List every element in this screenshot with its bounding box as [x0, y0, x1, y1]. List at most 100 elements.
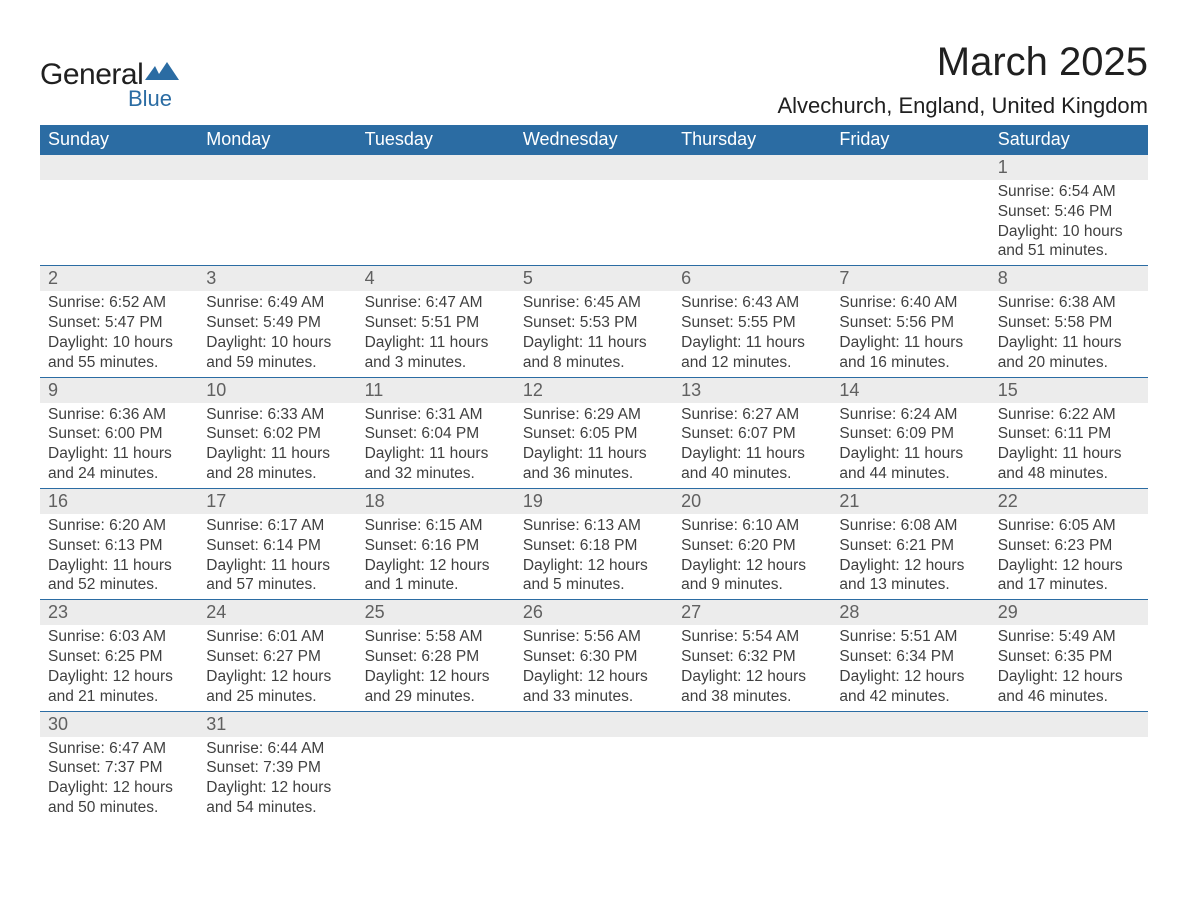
daylight-line: Daylight: 11 hours and 8 minutes.	[523, 333, 665, 373]
day-number-cell: 22	[990, 488, 1148, 514]
day-number-cell: 29	[990, 600, 1148, 626]
details-row: Sunrise: 6:20 AMSunset: 6:13 PM Daylight:…	[40, 514, 1148, 600]
sunrise-line: Sunrise: 5:51 AM	[839, 627, 981, 647]
sunset-line: Sunset: 5:56 PM	[839, 313, 981, 333]
month-title: March 2025	[777, 40, 1148, 85]
sunset-line: Sunset: 5:49 PM	[206, 313, 348, 333]
sunrise-line: Sunrise: 6:22 AM	[998, 405, 1140, 425]
location: Alvechurch, England, United Kingdom	[777, 93, 1148, 119]
sunrise-line: Sunrise: 6:38 AM	[998, 293, 1140, 313]
day-number-cell: 16	[40, 488, 198, 514]
calendar-table: SundayMondayTuesdayWednesdayThursdayFrid…	[40, 125, 1148, 822]
day-number-cell: 1	[990, 155, 1148, 181]
daylight-line: Daylight: 12 hours and 5 minutes.	[523, 556, 665, 596]
day-details-cell: Sunrise: 6:22 AMSunset: 6:11 PMDaylight:…	[990, 403, 1148, 489]
sunrise-line: Sunrise: 6:29 AM	[523, 405, 665, 425]
day-number-cell: 19	[515, 488, 673, 514]
sunset-line: Sunset: 5:46 PM	[998, 202, 1140, 222]
day-number-cell	[198, 155, 356, 181]
sunset-line: Sunset: 6:32 PM	[681, 647, 823, 667]
sunrise-line: Sunrise: 5:54 AM	[681, 627, 823, 647]
sunrise-line: Sunrise: 5:56 AM	[523, 627, 665, 647]
day-header: Thursday	[673, 125, 831, 155]
daylight-line: Daylight: 11 hours and 36 minutes.	[523, 444, 665, 484]
daylight-line: Daylight: 12 hours and 54 minutes.	[206, 778, 348, 818]
daylight-line: Daylight: 12 hours and 25 minutes.	[206, 667, 348, 707]
daylight-line: Daylight: 12 hours and 46 minutes.	[998, 667, 1140, 707]
header: General Blue March 2025 Alvechurch, Engl…	[40, 40, 1148, 119]
day-header: Saturday	[990, 125, 1148, 155]
sunset-line: Sunset: 6:18 PM	[523, 536, 665, 556]
sunset-line: Sunset: 5:58 PM	[998, 313, 1140, 333]
sunset-line: Sunset: 6:25 PM	[48, 647, 190, 667]
day-number-cell	[673, 711, 831, 737]
day-details-cell	[40, 180, 198, 266]
sunrise-line: Sunrise: 6:52 AM	[48, 293, 190, 313]
day-number-cell: 18	[357, 488, 515, 514]
sunrise-line: Sunrise: 6:20 AM	[48, 516, 190, 536]
day-details-cell: Sunrise: 6:33 AMSunset: 6:02 PMDaylight:…	[198, 403, 356, 489]
sunset-line: Sunset: 6:14 PM	[206, 536, 348, 556]
sunset-line: Sunset: 6:30 PM	[523, 647, 665, 667]
day-number-cell: 25	[357, 600, 515, 626]
daylight-line: Daylight: 12 hours and 38 minutes.	[681, 667, 823, 707]
day-header-row: SundayMondayTuesdayWednesdayThursdayFrid…	[40, 125, 1148, 155]
day-details-cell: Sunrise: 5:51 AMSunset: 6:34 PMDaylight:…	[831, 625, 989, 711]
day-header: Wednesday	[515, 125, 673, 155]
day-number-cell	[831, 711, 989, 737]
day-number-cell	[40, 155, 198, 181]
day-number-cell: 30	[40, 711, 198, 737]
day-number-cell: 9	[40, 377, 198, 403]
day-details-cell: Sunrise: 6:43 AMSunset: 5:55 PMDaylight:…	[673, 291, 831, 377]
sunset-line: Sunset: 5:47 PM	[48, 313, 190, 333]
title-block: March 2025 Alvechurch, England, United K…	[777, 40, 1148, 119]
sunset-line: Sunset: 6:13 PM	[48, 536, 190, 556]
daylight-line: Daylight: 12 hours and 13 minutes.	[839, 556, 981, 596]
day-number-cell: 14	[831, 377, 989, 403]
details-row: Sunrise: 6:36 AMSunset: 6:00 PMDaylight:…	[40, 403, 1148, 489]
sunset-line: Sunset: 6:21 PM	[839, 536, 981, 556]
sunset-line: Sunset: 6:20 PM	[681, 536, 823, 556]
sunrise-line: Sunrise: 6:24 AM	[839, 405, 981, 425]
day-details-cell: Sunrise: 6:29 AMSunset: 6:05 PMDaylight:…	[515, 403, 673, 489]
day-details-cell: Sunrise: 6:01 AMSunset: 6:27 PMDaylight:…	[198, 625, 356, 711]
daylight-line: Daylight: 11 hours and 3 minutes.	[365, 333, 507, 373]
sunrise-line: Sunrise: 6:54 AM	[998, 182, 1140, 202]
day-number-cell: 27	[673, 600, 831, 626]
sunrise-line: Sunrise: 6:10 AM	[681, 516, 823, 536]
day-details-cell: Sunrise: 5:54 AMSunset: 6:32 PMDaylight:…	[673, 625, 831, 711]
day-details-cell: Sunrise: 6:47 AMSunset: 7:37 PMDaylight:…	[40, 737, 198, 822]
day-details-cell	[515, 180, 673, 266]
day-number-cell	[831, 155, 989, 181]
day-number-cell	[673, 155, 831, 181]
daylight-line: Daylight: 12 hours and 42 minutes.	[839, 667, 981, 707]
day-header: Tuesday	[357, 125, 515, 155]
daylight-line: Daylight: 11 hours and 44 minutes.	[839, 444, 981, 484]
day-details-cell	[357, 180, 515, 266]
day-number-cell: 20	[673, 488, 831, 514]
day-number-cell: 11	[357, 377, 515, 403]
sunset-line: Sunset: 6:02 PM	[206, 424, 348, 444]
day-details-cell	[990, 737, 1148, 822]
sunrise-line: Sunrise: 6:08 AM	[839, 516, 981, 536]
sunset-line: Sunset: 6:07 PM	[681, 424, 823, 444]
day-header: Sunday	[40, 125, 198, 155]
sunrise-line: Sunrise: 6:49 AM	[206, 293, 348, 313]
sunrise-line: Sunrise: 6:17 AM	[206, 516, 348, 536]
sunset-line: Sunset: 5:51 PM	[365, 313, 507, 333]
day-number-cell: 7	[831, 266, 989, 292]
day-details-cell: Sunrise: 6:36 AMSunset: 6:00 PMDaylight:…	[40, 403, 198, 489]
day-details-cell: Sunrise: 6:54 AMSunset: 5:46 PMDaylight:…	[990, 180, 1148, 266]
sunrise-line: Sunrise: 6:47 AM	[48, 739, 190, 759]
sunset-line: Sunset: 7:37 PM	[48, 758, 190, 778]
day-number-cell: 28	[831, 600, 989, 626]
day-details-cell: Sunrise: 6:10 AMSunset: 6:20 PMDaylight:…	[673, 514, 831, 600]
sunset-line: Sunset: 6:23 PM	[998, 536, 1140, 556]
day-details-cell	[673, 180, 831, 266]
day-details-cell: Sunrise: 6:31 AMSunset: 6:04 PMDaylight:…	[357, 403, 515, 489]
sunset-line: Sunset: 6:00 PM	[48, 424, 190, 444]
day-details-cell: Sunrise: 6:44 AMSunset: 7:39 PMDaylight:…	[198, 737, 356, 822]
day-number-cell: 21	[831, 488, 989, 514]
daylight-line: Daylight: 10 hours and 55 minutes.	[48, 333, 190, 373]
sunrise-line: Sunrise: 6:15 AM	[365, 516, 507, 536]
